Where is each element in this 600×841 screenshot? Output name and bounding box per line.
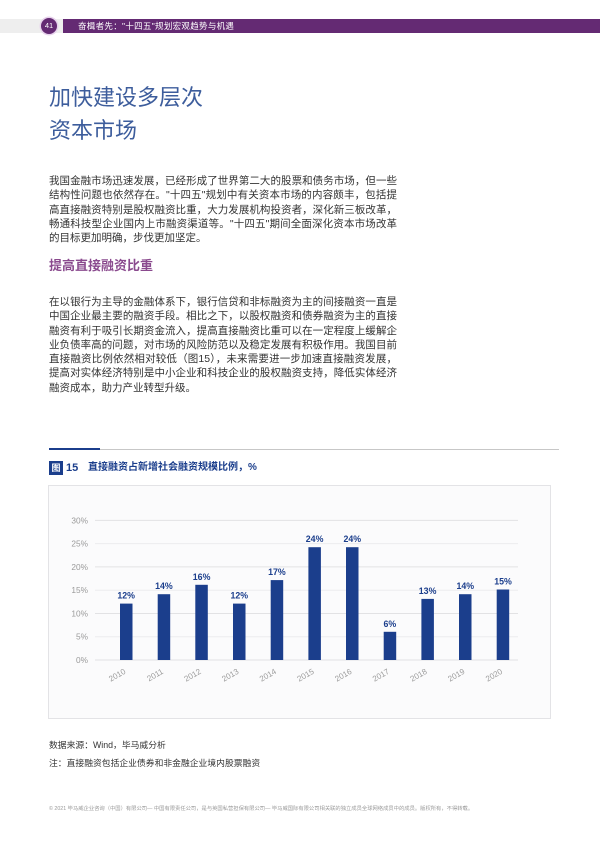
svg-text:6%: 6% bbox=[384, 619, 397, 629]
svg-text:2018: 2018 bbox=[409, 667, 429, 684]
svg-text:2020: 2020 bbox=[484, 667, 504, 684]
svg-text:2019: 2019 bbox=[446, 667, 466, 684]
svg-text:16%: 16% bbox=[193, 572, 211, 582]
svg-text:24%: 24% bbox=[306, 534, 324, 544]
svg-text:14%: 14% bbox=[456, 581, 474, 591]
svg-text:2011: 2011 bbox=[146, 667, 166, 684]
svg-text:24%: 24% bbox=[343, 534, 361, 544]
svg-text:17%: 17% bbox=[268, 567, 286, 577]
svg-text:2017: 2017 bbox=[371, 667, 391, 684]
svg-text:14%: 14% bbox=[155, 581, 173, 591]
svg-text:25%: 25% bbox=[71, 539, 88, 549]
svg-text:12%: 12% bbox=[230, 591, 248, 601]
svg-text:2013: 2013 bbox=[220, 667, 240, 684]
svg-text:2010: 2010 bbox=[107, 667, 127, 684]
svg-text:15%: 15% bbox=[494, 577, 512, 587]
svg-text:10%: 10% bbox=[71, 609, 88, 619]
svg-text:5%: 5% bbox=[76, 632, 89, 642]
svg-text:0%: 0% bbox=[76, 655, 89, 665]
svg-text:2012: 2012 bbox=[183, 667, 203, 684]
svg-text:12%: 12% bbox=[117, 591, 135, 601]
svg-text:13%: 13% bbox=[419, 586, 437, 596]
svg-text:20%: 20% bbox=[71, 562, 88, 572]
svg-text:30%: 30% bbox=[71, 515, 88, 525]
svg-text:2015: 2015 bbox=[296, 667, 316, 684]
svg-text:2014: 2014 bbox=[258, 667, 278, 684]
svg-text:2016: 2016 bbox=[333, 667, 353, 684]
svg-text:15%: 15% bbox=[71, 585, 88, 595]
